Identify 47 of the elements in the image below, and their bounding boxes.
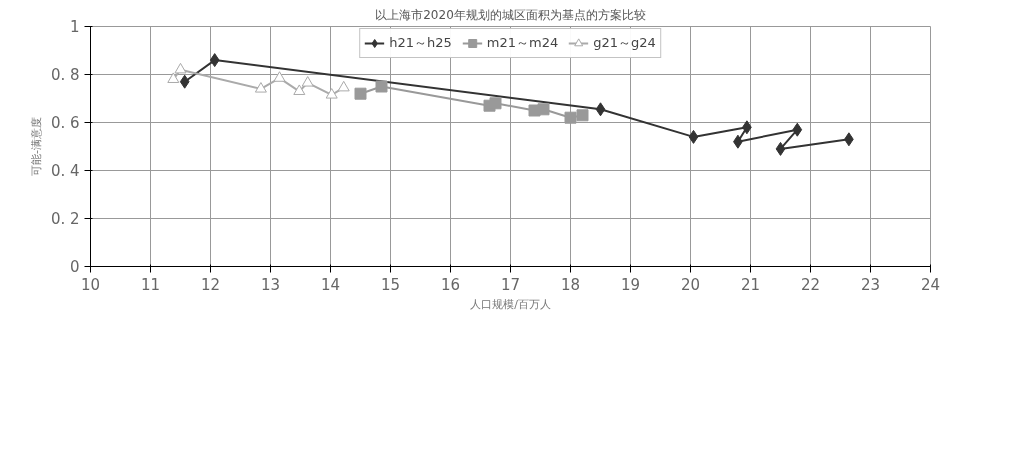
point	[337, 80, 350, 92]
x-tick-label: 11	[140, 275, 161, 294]
point	[792, 122, 803, 137]
x-tick-label: 20	[680, 275, 701, 294]
y-tick-label: 0. 6	[50, 113, 80, 132]
x-tick-label: 13	[260, 275, 281, 294]
point	[325, 88, 338, 99]
x-tick-label: 23	[860, 275, 881, 294]
point	[576, 109, 589, 122]
legend-label: m21～m24	[486, 34, 559, 52]
x-tick-label: 24	[920, 275, 941, 294]
x-tick-label: 18	[560, 275, 581, 294]
x-tick-label: 15	[380, 275, 401, 294]
x-tick-label: 16	[440, 275, 461, 294]
x-tick-label: 12	[200, 275, 221, 294]
y-tick-label: 0. 8	[50, 65, 80, 84]
y-tick-label: 0	[69, 257, 80, 276]
point	[775, 141, 786, 156]
x-tick-label: 14	[320, 275, 341, 294]
point	[293, 84, 306, 95]
point	[489, 97, 502, 110]
x-tick-label: 21	[740, 275, 761, 294]
legend-label: g21～g24	[593, 34, 656, 52]
x-tick-label: 19	[620, 275, 641, 294]
y-tick-label: 0. 4	[50, 161, 80, 180]
point	[375, 80, 388, 93]
point	[273, 71, 286, 82]
point	[254, 82, 267, 93]
point	[179, 74, 190, 89]
point	[564, 111, 577, 124]
x-axis-title: 人口规模/百万人	[470, 297, 551, 311]
point	[688, 129, 699, 144]
chart-title: 以上海市2020年规划的城区面积为基点的方案比较	[375, 7, 646, 22]
legend-label: h21～h25	[389, 34, 452, 52]
y-axis-title: 可能-满意度	[29, 117, 43, 176]
point	[354, 87, 367, 100]
point	[167, 72, 180, 83]
point	[595, 102, 606, 117]
x-tick-label: 22	[800, 275, 821, 294]
point	[537, 103, 550, 116]
point	[301, 76, 314, 87]
x-tick-label: 10	[80, 275, 101, 294]
y-tick-label: 0. 2	[50, 209, 80, 228]
point	[209, 53, 220, 68]
y-tick-label: 1	[69, 17, 80, 36]
x-tick-label: 17	[500, 275, 521, 294]
point	[174, 62, 187, 74]
